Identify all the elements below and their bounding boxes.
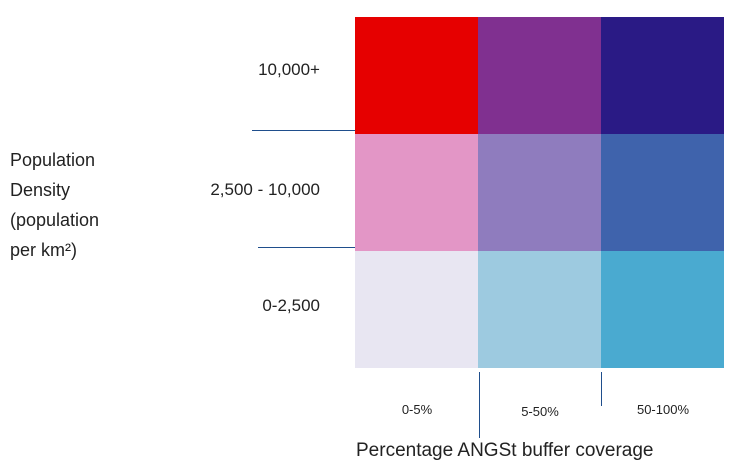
grid-cell-r2-c1 <box>478 251 601 368</box>
grid-cell-r1-c0 <box>355 134 478 251</box>
row-label-high: 10,000+ <box>258 60 320 79</box>
row-divider-tick <box>252 130 356 131</box>
grid-cell-r0-c1 <box>478 17 601 134</box>
x-axis-label: Percentage ANGSt buffer coverage <box>356 440 654 461</box>
row-divider-tick <box>258 247 356 248</box>
y-axis-label-line: Density <box>10 180 71 200</box>
grid-cell-r0-c2 <box>601 17 724 134</box>
row-label-mid: 2,500 - 10,000 <box>210 180 320 199</box>
column-label-low: 0-5% <box>401 402 433 417</box>
column-label-mid: 5-50% <box>521 404 559 419</box>
y-axis-label-line: (population <box>10 210 100 230</box>
column-label-high: 50-100% <box>636 402 690 417</box>
column-divider-tick <box>479 372 480 438</box>
y-axis-label-line: Population <box>10 150 96 170</box>
grid-cell-r1-c1 <box>478 134 601 251</box>
grid-cell-r0-c0 <box>355 17 478 134</box>
grid-cell-r1-c2 <box>601 134 724 251</box>
y-axis-label-line: per km²) <box>10 240 77 260</box>
row-label-low: 0-2,500 <box>262 296 320 315</box>
grid-cell-r2-c2 <box>601 251 724 368</box>
grid-cell-r2-c0 <box>355 251 478 368</box>
column-divider-tick <box>601 372 602 406</box>
